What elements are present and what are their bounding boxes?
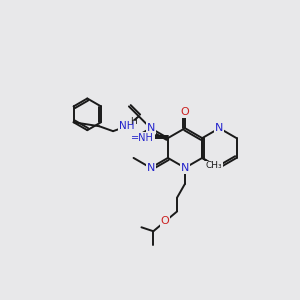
Text: N: N <box>146 163 155 173</box>
Text: H: H <box>130 117 137 126</box>
Text: NH: NH <box>119 121 135 131</box>
Text: CH₃: CH₃ <box>206 161 222 170</box>
Text: N: N <box>215 123 224 133</box>
Text: O: O <box>181 107 189 117</box>
Text: O: O <box>161 216 170 226</box>
Text: N: N <box>146 123 155 133</box>
Text: =NH: =NH <box>131 133 154 143</box>
Text: N: N <box>181 163 189 173</box>
